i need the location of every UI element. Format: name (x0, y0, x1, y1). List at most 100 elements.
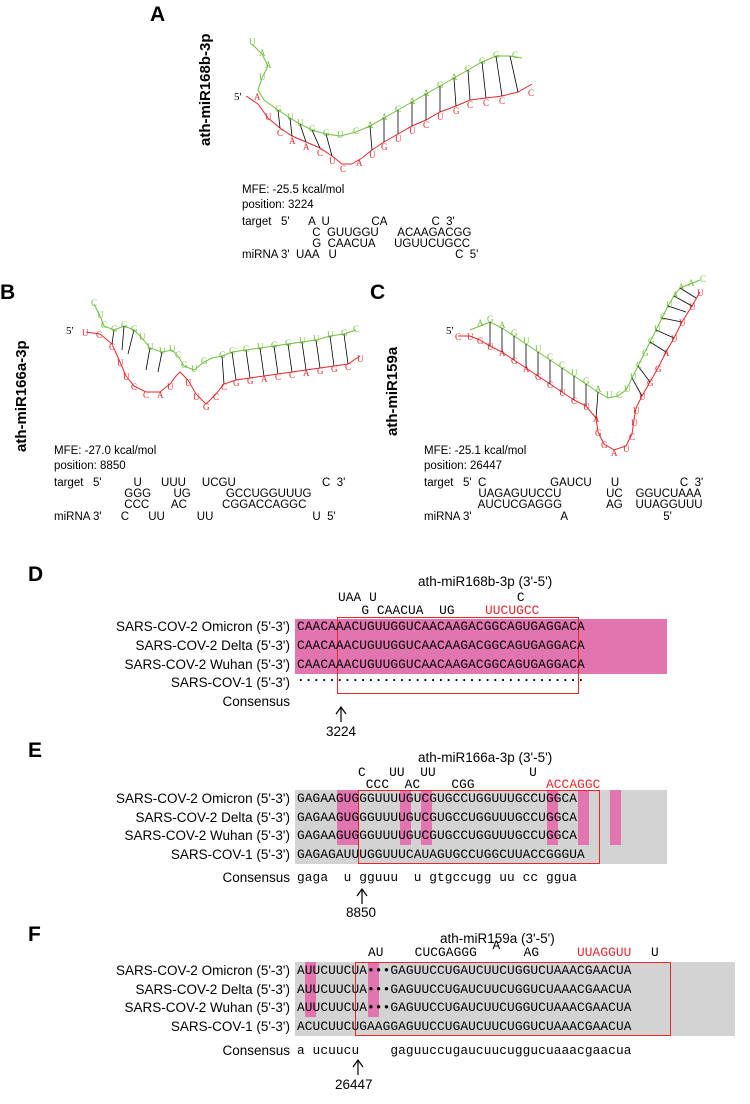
c-target-strand-line (469, 279, 701, 399)
mfe-a: MFE: -25.5 kcal/mol (242, 184, 345, 196)
svg-text:C: C (243, 344, 249, 354)
svg-text:C: C (547, 352, 553, 362)
svg-text:G: G (648, 336, 655, 346)
svg-text:U: U (313, 334, 320, 344)
f-name-wuhan: SARS-COV-2 Wuhan (5'-3') (124, 1000, 290, 1015)
svg-text:U: U (571, 368, 578, 378)
panel-label-f: F (28, 923, 41, 946)
svg-text:U: U (535, 344, 542, 354)
svg-text:U: U (633, 406, 640, 416)
svg-text:C: C (109, 342, 115, 352)
svg-text:G: G (381, 142, 388, 152)
e-name-delta: SARS-COV-2 Delta (5'-3') (135, 810, 290, 825)
svg-text:C: C (229, 346, 235, 356)
e-name-omicron: SARS-COV-2 Omicron (5'-3') (116, 791, 290, 806)
svg-text:A: A (593, 414, 600, 424)
svg-text:C: C (455, 332, 461, 342)
f-name-sars1: SARS-COV-1 (5'-3') (170, 1019, 290, 1034)
d-position: 3224 (326, 724, 357, 739)
e-consensus-label: Consensus (222, 870, 290, 885)
e-pink-4 (547, 790, 558, 845)
svg-text:C: C (395, 104, 401, 114)
svg-text:A: A (289, 136, 296, 146)
svg-text:G: G (271, 340, 278, 350)
f-consensus: a ucuucu gaguuccugaucuucuggucuaaacgaacua (297, 1043, 632, 1058)
f-name-delta: SARS-COV-2 Delta (5'-3') (135, 982, 290, 997)
svg-text:C: C (213, 392, 219, 402)
mirna-f-row2: A (368, 938, 501, 953)
duplex-a-row3: G CAACUA UGUUCUGCC (242, 238, 471, 250)
duplex-a-row4: miRNA 3' UAA U C 5' (242, 249, 479, 261)
d-seq-wuhan: CAACAAACUGUUGGUCAACAAGACGGCAGUGAGGACA (297, 657, 585, 672)
svg-text:U: U (191, 364, 198, 374)
f-pink-2 (368, 962, 379, 1017)
svg-text:U: U (257, 342, 264, 352)
svg-text:C: C (277, 128, 283, 138)
e-seq-wuhan: GAGAAGUGGGUUUUGUCGUGCCUGGUUUGCCUGGCA (297, 828, 578, 843)
svg-text:A: A (499, 320, 506, 330)
svg-text:G: G (511, 328, 518, 338)
svg-text:A: A (499, 348, 506, 358)
svg-text:U: U (623, 444, 630, 454)
d-seq-delta: CAACAAACUGUUGGUCAACAAGACGGCAGUGAGGACA (297, 638, 585, 653)
d-seq-omicron: CAACAAACUGUUGGUCAACAAGACGGCAGUGAGGACA (297, 619, 585, 634)
svg-text:U: U (559, 388, 566, 398)
svg-text:U: U (583, 402, 590, 412)
duplex-a-row2: C GUUGGU ACAAGACGG (242, 227, 472, 239)
mfe-c: MFE: -25.1 kcal/mol (424, 445, 527, 457)
d-name-omicron: SARS-COV-2 Omicron (5'-3') (116, 619, 290, 634)
svg-text:U: U (147, 342, 154, 352)
duplex-b-row4: miRNA 3' C UU UU U 5' (54, 511, 336, 523)
d-consensus-label: Consensus (222, 694, 290, 709)
svg-text:A: A (451, 72, 458, 82)
svg-text:A: A (367, 120, 374, 130)
mirna-e-row2: CCC AC CGG (358, 777, 475, 792)
svg-text:G: G (201, 356, 208, 366)
svg-text:C: C (221, 382, 227, 392)
svg-text:C: C (96, 330, 102, 340)
duplex-c-row2: UAGAGUUCCU UC GGUCUAAA (424, 488, 702, 500)
f-seq-delta: AUUCUUCUA•••GAGUUCCUGAUCUUCUGGUCUAAACGAA… (297, 982, 632, 997)
d-pink-block (295, 619, 667, 674)
svg-text:A: A (477, 318, 484, 328)
svg-text:U: U (409, 126, 416, 136)
svg-text:C: C (499, 96, 505, 106)
svg-text:A: A (611, 448, 618, 458)
f-seq-omicron: AUUCUUCUA•••GAGUUCCUGAUCUUCUGGUCUAAACGAA… (297, 963, 632, 978)
svg-text:U: U (139, 332, 146, 342)
svg-text:U: U (259, 72, 266, 82)
alignment-title-e: ath-miR166a-3p (3'-5') (418, 750, 553, 765)
mirna-f-tail: U (651, 945, 659, 960)
e-target-box (358, 790, 600, 864)
svg-text:U: U (487, 342, 494, 352)
a-base-pairs (277, 55, 519, 157)
f-name-omicron: SARS-COV-2 Omicron (5'-3') (116, 963, 290, 978)
e-position: 8850 (346, 905, 377, 920)
svg-text:C: C (467, 100, 473, 110)
svg-text:G: G (121, 320, 128, 330)
e-name-wuhan: SARS-COV-2 Wuhan (5'-3') (124, 828, 290, 843)
svg-text:G: G (437, 80, 444, 90)
e-pink-6 (610, 790, 621, 845)
svg-text:G: G (601, 440, 608, 450)
panel-label-a: A (150, 3, 166, 26)
mfe-b: MFE: -27.0 kcal/mol (54, 445, 157, 457)
f-seq-wuhan: AUUCUUCUA•••GAGUUCCUGAUCUUCUGGUCUAAACGAA… (297, 1000, 632, 1015)
svg-text:C: C (101, 320, 107, 330)
svg-text:U: U (630, 372, 637, 382)
svg-text:G: G (309, 124, 316, 134)
svg-text:U: U (249, 37, 256, 47)
svg-text:C: C (528, 88, 534, 98)
e-pink-3 (421, 790, 432, 845)
svg-text:U: U (671, 334, 678, 344)
svg-text:G: G (511, 356, 518, 366)
svg-text:C: C (571, 396, 577, 406)
f-pink-1 (305, 962, 316, 1017)
svg-text:G: G (595, 428, 602, 438)
